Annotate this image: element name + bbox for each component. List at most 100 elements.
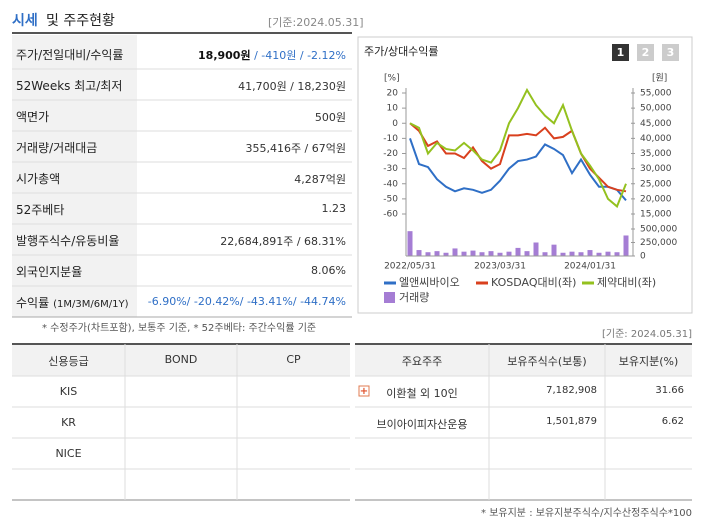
volume-bar <box>506 251 512 256</box>
footnote: * 보유지분 : 보유지분주식수/지수산정주식수*100 <box>481 508 692 519</box>
y2-tick-label: 25,000 <box>640 179 672 189</box>
table-header: BOND <box>164 353 198 366</box>
row-value: 22,684,891주 / 68.31% <box>220 235 346 248</box>
y-tick-label: -20 <box>383 149 398 159</box>
volume-bar <box>587 250 593 256</box>
row-label: 발행주식수/유동비율 <box>16 234 120 248</box>
header-bg <box>12 345 350 376</box>
y-axis-label: [%] <box>384 74 400 84</box>
row-label: 시가총액 <box>16 172 61 186</box>
volume-bar <box>470 250 476 256</box>
label-column <box>12 35 137 317</box>
row-value: 8.06% <box>311 264 346 277</box>
volume-bar <box>569 251 575 256</box>
y-tick-label: -30 <box>383 164 398 174</box>
volume-bar <box>479 252 485 256</box>
y2-tick-label: 45,000 <box>640 119 672 129</box>
series-line <box>409 122 627 193</box>
legend-label: 거래량 <box>399 291 429 304</box>
cell: 브이아이피자산운용 <box>376 418 468 431</box>
x-tick-label: 2022/05/31 <box>384 262 436 272</box>
cell: 이환철 외 10인 <box>386 387 458 400</box>
header-bg <box>355 345 692 376</box>
y-tick-label: -60 <box>383 210 398 220</box>
y-tick-label: -50 <box>383 194 398 204</box>
y2-tick-label: 40,000 <box>640 134 672 144</box>
row-value: 18,900원 / -410원 / -2.12% <box>198 47 346 63</box>
volume-bar <box>524 251 530 256</box>
page-button-label: 3 <box>667 46 675 59</box>
volume-tick-label: 500,000 <box>640 225 677 235</box>
row-label: 주가/전일대비/수익률 <box>16 48 124 62</box>
row-value: -6.90%/ -20.42%/ -43.41%/ -44.74% <box>147 295 346 308</box>
chart-panel <box>357 36 693 314</box>
cell: 6.62 <box>661 416 684 427</box>
legend-label: KOSDAQ대비(좌) <box>491 276 576 289</box>
page-button[interactable] <box>612 44 629 61</box>
volume-bar <box>551 244 557 256</box>
table-header: 보유주식수(보통) <box>507 355 587 368</box>
volume-tick-label: 250,000 <box>640 238 677 248</box>
y2-tick-label: 50,000 <box>640 104 672 114</box>
y2-axis-label: [원] <box>652 73 667 84</box>
expand-icon[interactable] <box>358 385 370 397</box>
row-value: 355,416주 / 67억원 <box>245 142 346 155</box>
volume-bar <box>416 250 422 256</box>
note: [기준: 2024.05.31] <box>601 329 692 340</box>
table-header: 주요주주 <box>401 355 443 368</box>
row-value: 500원 <box>314 111 346 124</box>
volume-bar <box>614 252 620 256</box>
volume-bar <box>560 252 566 256</box>
volume-bar <box>443 252 449 256</box>
page-button[interactable] <box>662 44 679 61</box>
change: / -410원 / -2.12% <box>250 49 346 62</box>
table-header: 보유지분(%) <box>618 355 679 368</box>
volume-bar <box>425 252 431 256</box>
note: * 수정주가(차트포함), 보통주 기준, * 52주베타: 주간수익률 기준 <box>42 323 317 334</box>
chart-title: 주가/상대수익률 <box>364 45 439 58</box>
volume-bar <box>542 252 548 256</box>
expand-icon-plus: + <box>360 386 368 397</box>
cell: 31.66 <box>655 385 684 396</box>
volume-bar <box>488 251 494 256</box>
row-value: 41,700원 / 18,230원 <box>238 80 346 93</box>
price: 18,900원 <box>198 49 251 62</box>
volume-bar <box>578 252 584 256</box>
volume-bar <box>623 235 629 256</box>
volume-bar <box>515 247 521 256</box>
legend-label: 제약대비(좌) <box>597 275 656 289</box>
y-tick-label: -40 <box>383 179 398 189</box>
volume-bar <box>461 251 467 256</box>
y2-tick-label: 35,000 <box>640 149 672 159</box>
volume-tick-label: 0 <box>640 252 646 262</box>
y-tick-label: 20 <box>387 89 399 99</box>
y-tick-label: -10 <box>383 134 398 144</box>
x-tick-label: 2024/01/31 <box>564 262 616 272</box>
page-button-label: 1 <box>617 46 625 59</box>
volume-bar <box>452 248 458 256</box>
section-title: 시세 <box>12 13 38 29</box>
row-value: 1.23 <box>321 202 347 215</box>
volume-bar <box>497 252 503 256</box>
cell: 7,182,908 <box>546 385 597 396</box>
row-value: 4,287억원 <box>294 173 346 186</box>
row-label: 52Weeks 최고/최저 <box>16 79 123 93</box>
date: [기준:2024.05.31] <box>268 16 364 29</box>
row-label: 외국인지분율 <box>16 265 83 279</box>
volume-bar <box>533 242 539 256</box>
cell: KR <box>61 416 76 429</box>
row-label: 52주베타 <box>16 203 65 217</box>
legend-label: 엘앤씨바이오 <box>399 276 460 289</box>
cell: 1,501,879 <box>546 416 597 427</box>
volume-bar <box>596 252 602 256</box>
y2-tick-label: 30,000 <box>640 164 672 174</box>
page-button[interactable] <box>637 44 654 61</box>
table-header: 신용등급 <box>48 355 89 368</box>
x-tick-label: 2023/03/31 <box>474 262 526 272</box>
series-line <box>409 138 627 202</box>
volume-bar <box>605 251 611 256</box>
y2-tick-label: 20,000 <box>640 194 672 204</box>
section-title: 및 주주현황 <box>46 13 115 29</box>
